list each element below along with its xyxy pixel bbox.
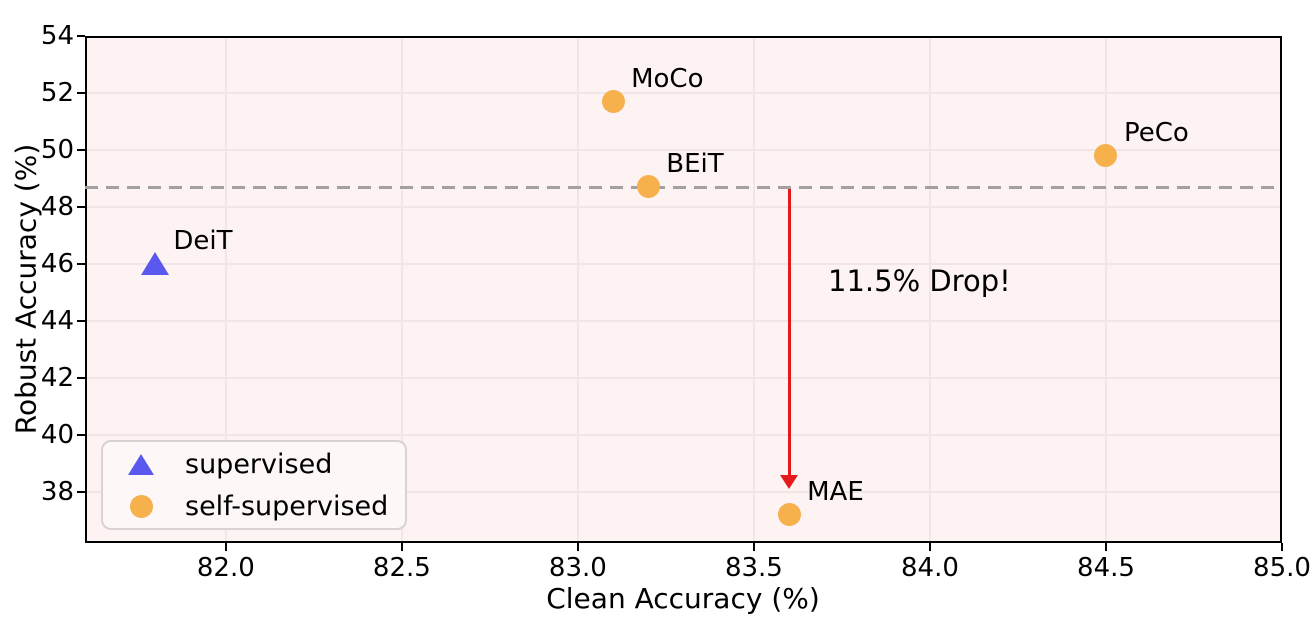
x-tick-mark [400,543,403,551]
gridline-horizontal [87,490,1280,493]
legend-circle-marker [129,494,153,518]
gridline-vertical [400,38,403,541]
legend-label-self-supervised: self-supervised [185,490,389,522]
x-tick-label: 83.5 [724,553,783,583]
y-tick-label: 50 [40,134,74,165]
y-tick-label: 48 [40,191,74,222]
legend-label-supervised: supervised [185,448,333,480]
triangle-icon [117,453,165,475]
y-tick-label: 44 [40,305,74,336]
gridline-vertical [928,38,931,541]
point-DeiT [141,251,170,275]
y-tick-label: 52 [40,77,74,108]
gridline-horizontal [87,36,1280,37]
point-label-DeiT: DeiT [173,225,233,256]
y-tick-mark [77,148,85,151]
point-MoCo [601,90,625,113]
x-tick-label: 83.0 [548,553,607,583]
legend-item-self-supervised: self-supervised [117,487,405,525]
x-tick-label: 82.0 [196,553,255,583]
y-tick-mark [77,319,85,322]
reference-dashed-line [85,185,1282,189]
y-tick-mark [77,490,85,493]
gridline-horizontal [87,319,1280,322]
x-tick-mark [1281,543,1283,551]
point-MAE [777,503,801,527]
y-tick-label: 42 [40,362,74,393]
gridline-horizontal [87,205,1280,208]
drop-arrow-line [787,188,791,475]
x-tick-mark [928,543,931,551]
point-BEiT [636,175,660,199]
point-PeCo [1094,144,1118,168]
gridline-horizontal [87,433,1280,436]
x-tick-label: 84.5 [1077,553,1135,583]
point-label-PeCo: PeCo [1123,117,1189,148]
y-tick-mark [77,433,85,436]
point-label-MoCo: MoCo [631,63,704,94]
gridline-vertical [576,38,579,541]
x-tick-mark [224,543,227,551]
gridline-vertical [224,38,227,541]
drop-annotation: 11.5% Drop! [828,264,1011,298]
gridline-vertical [752,38,755,541]
y-tick-mark [77,262,85,265]
y-tick-label: 40 [40,419,74,450]
gridline-horizontal [87,376,1280,379]
x-tick-mark [1104,543,1107,551]
y-tick-label: 38 [40,476,74,507]
y-tick-label: 46 [40,248,74,279]
x-tick-label: 85.0 [1253,553,1311,583]
circle-icon [117,494,165,518]
point-label-MAE: MAE [807,476,864,507]
gridline-vertical [1281,38,1282,541]
gridline-horizontal [87,148,1280,151]
x-axis-label: Clean Accuracy (%) [546,582,820,615]
y-tick-mark [77,376,85,379]
x-tick-mark [576,543,579,551]
gridline-vertical [1104,38,1107,541]
gridline-horizontal [87,262,1280,265]
gridline-horizontal [87,91,1280,94]
legend-item-supervised: supervised [117,445,405,483]
y-tick-mark [77,91,85,94]
legend-triangle-marker [128,453,154,475]
x-tick-label: 82.5 [372,553,431,583]
point-label-BEiT: BEiT [666,148,724,179]
drop-arrow-head [780,474,799,489]
y-tick-mark [77,35,85,37]
x-tick-label: 84.0 [900,553,959,583]
y-tick-mark [77,205,85,208]
x-tick-mark [752,543,755,551]
legend: supervised self-supervised [101,440,407,530]
y-tick-label: 54 [40,21,74,51]
